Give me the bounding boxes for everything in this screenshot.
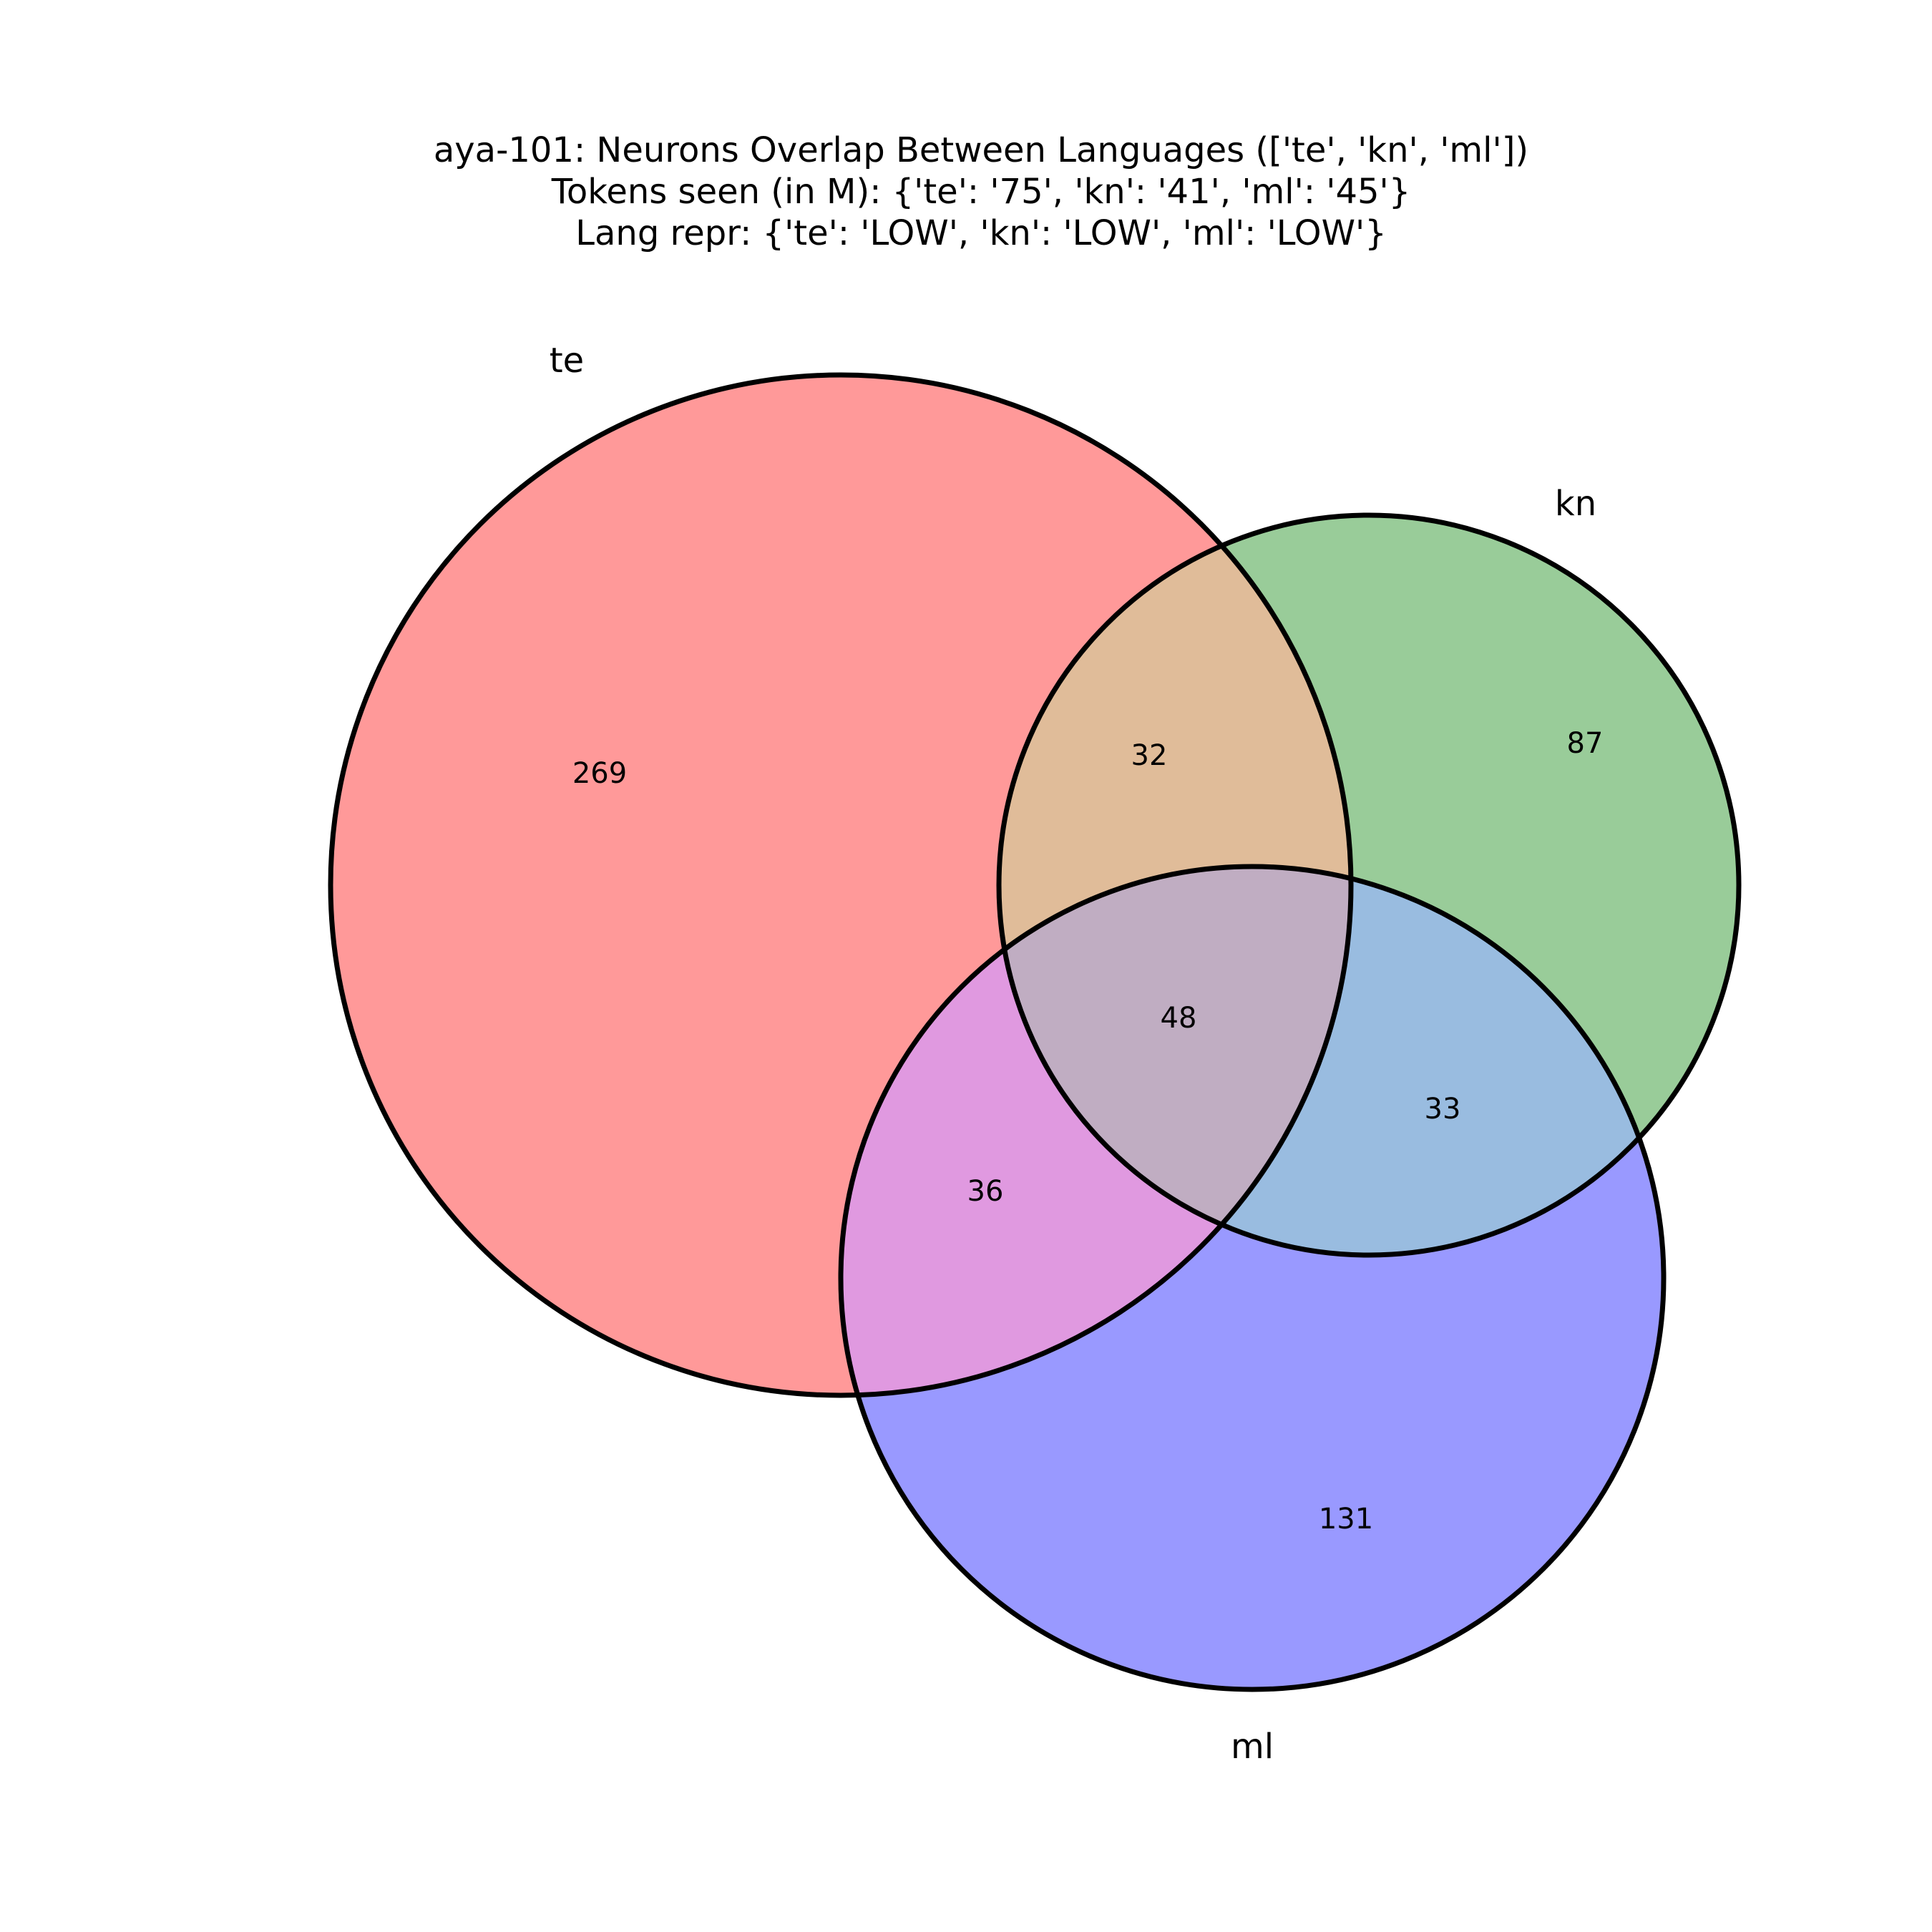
region-label-kn-ml: 33 bbox=[1425, 1093, 1461, 1126]
chart-title-line-2: Tokens seen (in M): {'te': '75', 'kn': '… bbox=[551, 172, 1411, 212]
set-te-outline bbox=[328, 372, 1354, 1398]
set-label-ml: ml bbox=[1231, 1727, 1274, 1767]
set-ml-outline bbox=[838, 864, 1667, 1692]
set-kn-outline bbox=[996, 512, 1742, 1258]
region-label-te-kn-ml: 48 bbox=[1161, 1002, 1197, 1035]
set-label-te: te bbox=[550, 341, 584, 381]
chart-title-line-1: aya-101: Neurons Overlap Between Languag… bbox=[434, 130, 1528, 170]
region-label-kn-only: 87 bbox=[1567, 727, 1604, 760]
venn-regions bbox=[331, 375, 1739, 1689]
region-label-te-only: 269 bbox=[572, 757, 627, 790]
region-label-te-kn: 32 bbox=[1131, 739, 1168, 772]
chart-title-line-3: Lang repr: {'te': 'LOW', 'kn': 'LOW', 'm… bbox=[575, 213, 1387, 253]
region-label-te-ml: 36 bbox=[967, 1175, 1004, 1208]
set-label-kn: kn bbox=[1555, 484, 1596, 524]
region-label-ml-only: 131 bbox=[1319, 1503, 1373, 1536]
